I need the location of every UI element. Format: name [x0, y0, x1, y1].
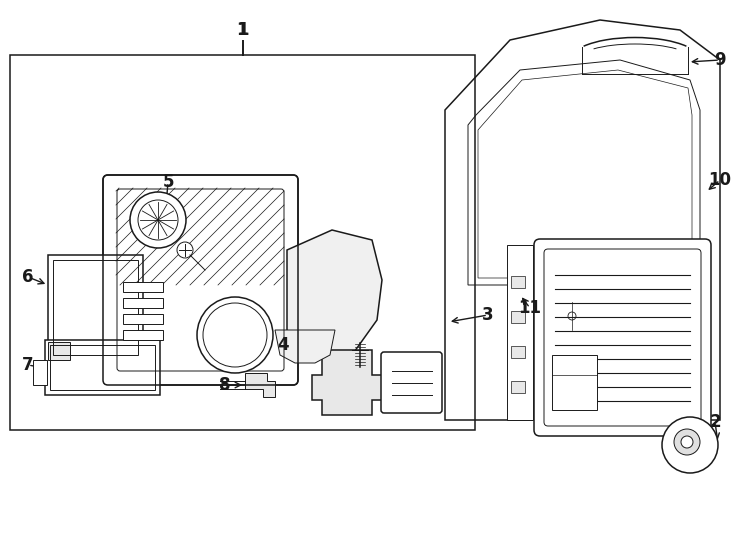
Polygon shape [245, 373, 275, 397]
FancyBboxPatch shape [103, 175, 298, 385]
Bar [10, 55, 475, 430]
Bar [123, 314, 163, 324]
FancyBboxPatch shape [534, 239, 711, 436]
Text: 9: 9 [714, 51, 726, 69]
Circle shape [681, 436, 693, 448]
Circle shape [177, 242, 193, 258]
Bar [50, 345, 155, 390]
Text: 11: 11 [518, 299, 542, 317]
FancyBboxPatch shape [381, 352, 442, 413]
Text: 3: 3 [482, 306, 494, 324]
Bar [552, 355, 597, 410]
Circle shape [203, 303, 267, 367]
Bar [511, 311, 525, 323]
Bar [511, 381, 525, 393]
Bar [507, 245, 533, 420]
Polygon shape [287, 230, 382, 360]
Circle shape [138, 200, 178, 240]
Bar [33, 360, 47, 385]
Bar [555, 302, 590, 330]
Bar [123, 330, 163, 340]
Bar [511, 276, 525, 288]
Bar [48, 255, 143, 360]
Text: 6: 6 [22, 268, 34, 286]
Polygon shape [275, 330, 335, 363]
Text: 10: 10 [708, 171, 732, 189]
Text: 1: 1 [236, 21, 248, 39]
Bar [45, 340, 160, 395]
Bar [511, 346, 525, 358]
Circle shape [674, 429, 700, 455]
Bar [123, 282, 163, 292]
Text: 4: 4 [277, 336, 288, 354]
Text: 2: 2 [709, 413, 721, 431]
Text: 5: 5 [162, 173, 174, 191]
Bar [48, 342, 70, 360]
Text: 8: 8 [219, 376, 230, 394]
Circle shape [130, 192, 186, 248]
Circle shape [662, 417, 718, 473]
Circle shape [197, 297, 273, 373]
Bar [53, 260, 138, 355]
Text: 1: 1 [237, 21, 248, 39]
Text: 7: 7 [22, 356, 34, 374]
Bar [123, 298, 163, 308]
Polygon shape [312, 350, 382, 415]
